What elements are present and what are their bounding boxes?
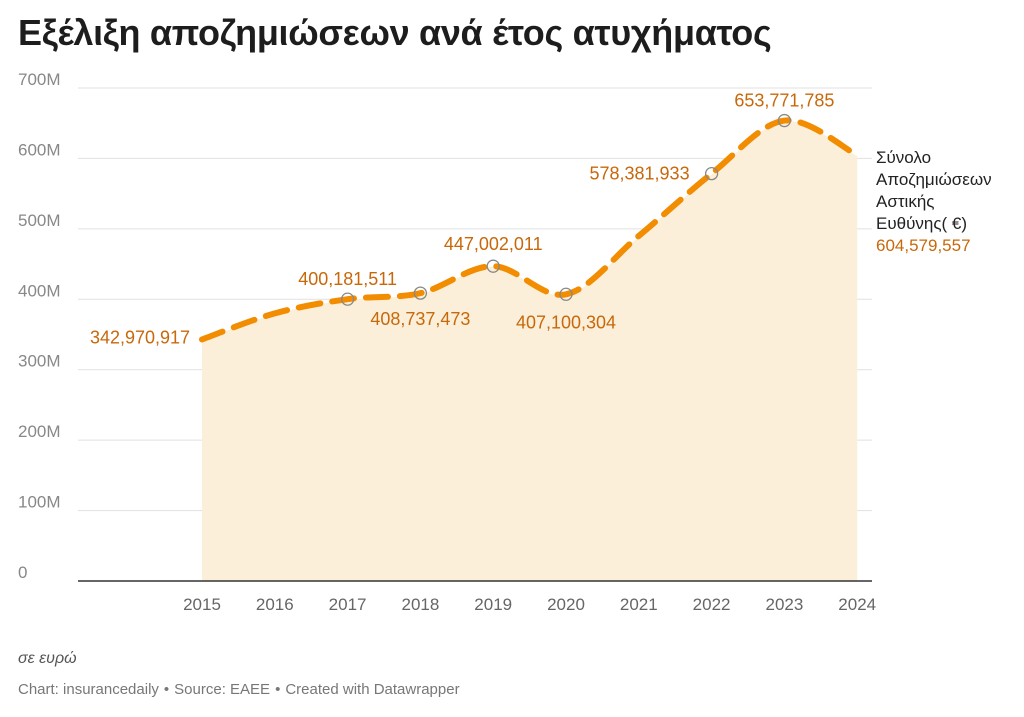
data-label: 604,579,557 [876,236,971,255]
area-chart: 0 100M 200M 300M 400M 500M 600M 700M 2015 2016 201… [18,70,992,614]
data-label: 408,737,473 [370,309,470,329]
chart-credit: Chart: insurancedaily [18,681,159,698]
chart-notes: σε ευρώ [18,650,77,667]
data-point-marker [777,113,792,128]
x-tick-label: 2022 [693,595,731,614]
data-label: 407,100,304 [516,312,616,332]
area-fill [202,120,858,582]
data-point-marker [340,292,355,306]
x-tick-label: 2023 [765,595,803,614]
x-tick-label: 2024 [838,595,876,614]
x-tick-label: 2019 [474,595,512,614]
y-tick-label: 300M [18,352,61,371]
x-tick-label: 2020 [547,595,585,614]
data-point-marker [559,287,573,301]
y-tick-label: 600M [18,140,61,159]
y-tick-label: 100M [18,493,61,512]
y-tick-label: 0 [18,563,27,582]
data-point-marker [486,259,500,273]
y-tick-label: 400M [18,281,61,300]
series-line [199,117,861,343]
data-label: 342,970,917 [90,327,190,347]
x-tick-label: 2015 [183,595,221,614]
series-name-label: Σύνολο [876,148,931,167]
series-name-label: Αποζημιώσεων [876,170,992,189]
data-label: 447,002,011 [444,234,543,254]
y-tick-label: 200M [18,422,61,441]
data-point-marker [413,286,428,300]
chart-title: Εξέλιξη αποζημιώσεων ανά έτος ατυχήματος [18,12,772,53]
y-tick-label: 700M [18,70,61,89]
created-with: Created with Datawrapper [285,681,460,698]
x-tick-label: 2021 [620,595,658,614]
data-label: 400,181,511 [298,269,397,289]
data-point-marker [704,167,719,181]
x-tick-label: 2017 [329,595,367,614]
footer-separator: • [163,681,170,698]
series-name-label: Ευθύνης( €) [876,214,967,233]
chart-source: Source: EAEE [174,681,271,698]
chart-footer: Chart: insurancedaily • Source: EAEE • Creat… [18,681,460,698]
x-tick-label: 2016 [256,595,294,614]
footer-separator: • [275,681,281,698]
y-tick-label: 500M [18,211,61,230]
x-tick-label: 2018 [401,595,439,614]
data-label: 653,771,785 [734,91,834,111]
series-name-label: Αστικής [876,192,934,211]
data-label: 578,381,933 [589,164,689,184]
